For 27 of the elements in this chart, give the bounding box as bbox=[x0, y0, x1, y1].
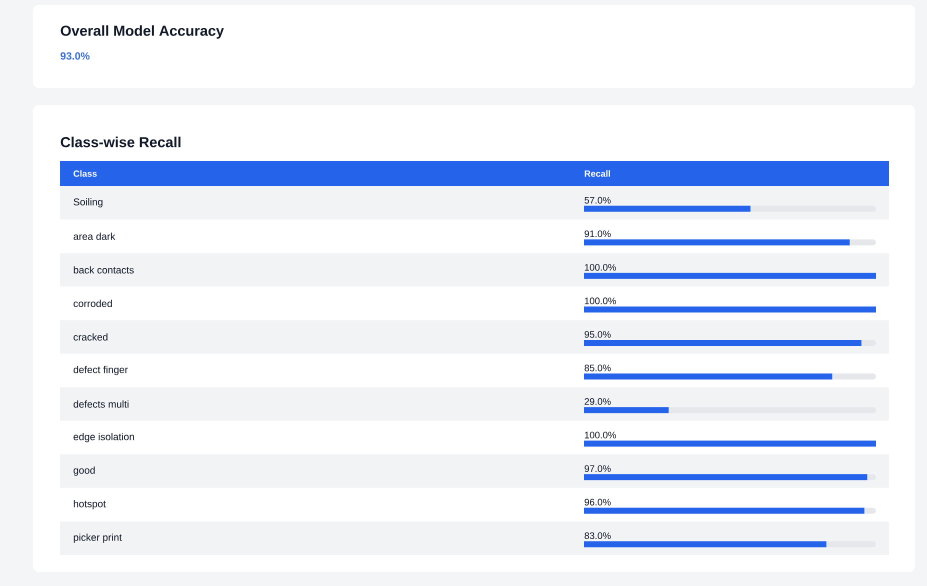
data-label: 100.0% bbox=[584, 298, 616, 304]
y-tick-label: defect finger bbox=[74, 366, 128, 376]
text: 93.0% bbox=[60, 52, 90, 60]
y-tick-label: hotspot bbox=[74, 500, 106, 510]
data-label: 57.0% bbox=[584, 196, 611, 204]
data-label: 96.0% bbox=[584, 498, 611, 506]
data-label: 83.0% bbox=[584, 532, 611, 540]
data-label: 100.0% bbox=[584, 432, 616, 438]
data-label: 85.0% bbox=[584, 364, 611, 372]
y-axis-title: Class bbox=[74, 170, 97, 177]
data-label: 95.0% bbox=[584, 331, 611, 338]
y-tick-label: cracked bbox=[74, 333, 108, 341]
data-label: 97.0% bbox=[584, 465, 611, 472]
y-tick-label: Soiling bbox=[74, 198, 102, 208]
y-tick-label: corroded bbox=[74, 300, 112, 308]
data-label: 100.0% bbox=[584, 264, 616, 271]
y-tick-label: picker print bbox=[74, 534, 122, 543]
data-label: 91.0% bbox=[584, 230, 611, 238]
text: Overall Model Accuracy bbox=[60, 25, 224, 39]
y-tick-label: defects multi bbox=[74, 400, 128, 408]
y-tick-label: area dark bbox=[74, 232, 116, 240]
text: Class-wise Recall bbox=[60, 136, 180, 148]
data-label: 29.0% bbox=[584, 398, 611, 405]
x-axis-title: Recall bbox=[584, 170, 610, 177]
y-tick-label: edge isolation bbox=[74, 432, 134, 442]
y-tick-label: back contacts bbox=[74, 266, 134, 274]
y-tick-label: good bbox=[74, 466, 95, 476]
